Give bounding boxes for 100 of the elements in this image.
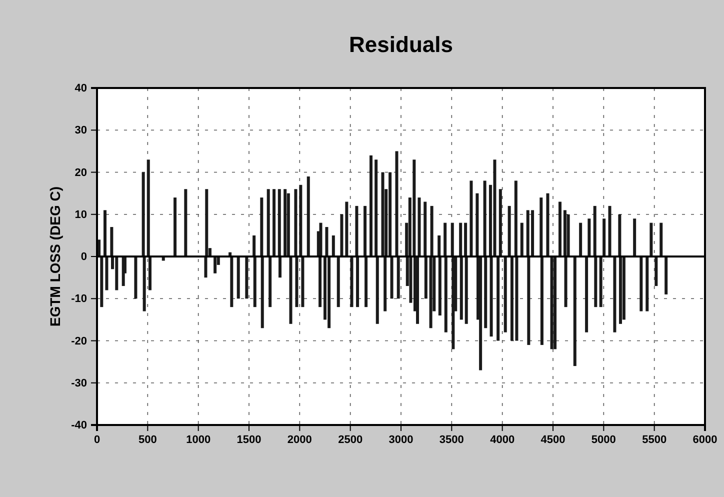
- bar: [633, 218, 636, 256]
- x-tick-label: 3500: [439, 434, 464, 446]
- bar: [564, 256, 568, 308]
- chart-title: Residuals: [349, 32, 453, 57]
- y-tick-label: 0: [80, 251, 87, 264]
- bar: [272, 189, 276, 256]
- x-tick-label: 500: [138, 434, 157, 446]
- bar: [299, 184, 302, 256]
- bar: [490, 256, 493, 337]
- bar: [585, 256, 588, 332]
- bar: [546, 193, 550, 256]
- x-tick-label: 2500: [338, 434, 363, 446]
- bar: [395, 151, 398, 256]
- bar: [174, 198, 177, 256]
- bar: [345, 202, 348, 256]
- y-tick-label: -20: [71, 335, 87, 348]
- x-tick-label: 1500: [236, 434, 262, 446]
- bar: [416, 256, 420, 324]
- bar: [594, 256, 598, 308]
- x-tick-label: 0: [94, 434, 100, 446]
- bar: [514, 180, 518, 256]
- bar: [381, 172, 384, 256]
- bar: [230, 256, 234, 308]
- bar: [618, 214, 622, 256]
- bar: [608, 206, 612, 256]
- bar: [318, 256, 322, 308]
- bar: [374, 160, 378, 256]
- x-tick-label: 4500: [540, 434, 566, 446]
- bar: [504, 256, 507, 332]
- bar: [146, 160, 150, 256]
- bar: [364, 206, 367, 256]
- bar: [618, 256, 622, 324]
- bar: [364, 256, 368, 308]
- bar: [110, 227, 114, 256]
- bar: [484, 256, 488, 328]
- bar: [429, 256, 432, 328]
- bar: [370, 155, 373, 256]
- bar: [278, 189, 281, 256]
- bar: [470, 180, 473, 256]
- bar: [418, 198, 421, 256]
- bar: [646, 256, 649, 312]
- bar: [493, 160, 496, 256]
- y-tick-label: -30: [71, 377, 87, 390]
- bar: [340, 214, 344, 256]
- bar: [355, 206, 358, 256]
- bar: [204, 256, 208, 278]
- bar: [328, 256, 331, 328]
- bar: [306, 176, 310, 256]
- bar: [498, 189, 502, 256]
- bar: [496, 256, 500, 341]
- bar: [268, 256, 272, 308]
- bar: [350, 256, 354, 308]
- bar: [301, 256, 304, 308]
- bar: [430, 206, 434, 256]
- y-axis-title: EGTM LOSS (DEG C): [47, 186, 63, 326]
- bar: [593, 206, 596, 256]
- bar: [278, 256, 282, 278]
- bar: [142, 256, 146, 312]
- bar: [640, 256, 643, 312]
- bar: [260, 256, 264, 328]
- bar: [253, 256, 256, 308]
- x-tick-label: 2000: [287, 434, 312, 446]
- bar: [356, 256, 360, 308]
- bar: [588, 218, 591, 256]
- bar: [613, 256, 616, 332]
- bar: [563, 210, 566, 256]
- bar: [622, 256, 626, 320]
- bar: [325, 227, 328, 256]
- bar: [148, 256, 152, 290]
- bar: [284, 189, 287, 256]
- bar: [384, 256, 387, 312]
- bar: [444, 222, 447, 256]
- bar: [476, 193, 479, 256]
- bar: [450, 222, 454, 256]
- bar: [650, 222, 653, 256]
- bar: [236, 256, 240, 299]
- bar: [599, 256, 602, 308]
- bar: [390, 256, 394, 299]
- x-tick-label: 1000: [186, 434, 211, 446]
- bar: [332, 235, 335, 256]
- bar: [205, 189, 208, 256]
- bar: [438, 256, 442, 316]
- bar: [266, 189, 270, 256]
- bar: [508, 206, 511, 256]
- x-tick-label: 4000: [490, 434, 515, 446]
- bar: [554, 256, 557, 350]
- bar: [289, 256, 292, 324]
- bar: [540, 256, 544, 345]
- bar: [527, 256, 530, 345]
- bar: [388, 172, 392, 256]
- bar: [252, 235, 256, 256]
- y-tick-label: 10: [74, 208, 87, 221]
- bar: [460, 256, 463, 320]
- bar: [142, 172, 145, 256]
- bar: [245, 256, 248, 299]
- y-tick-label: -10: [71, 293, 87, 306]
- bar: [579, 222, 582, 256]
- bar: [214, 256, 217, 274]
- bar: [660, 222, 663, 256]
- y-tick-label: -40: [71, 420, 87, 432]
